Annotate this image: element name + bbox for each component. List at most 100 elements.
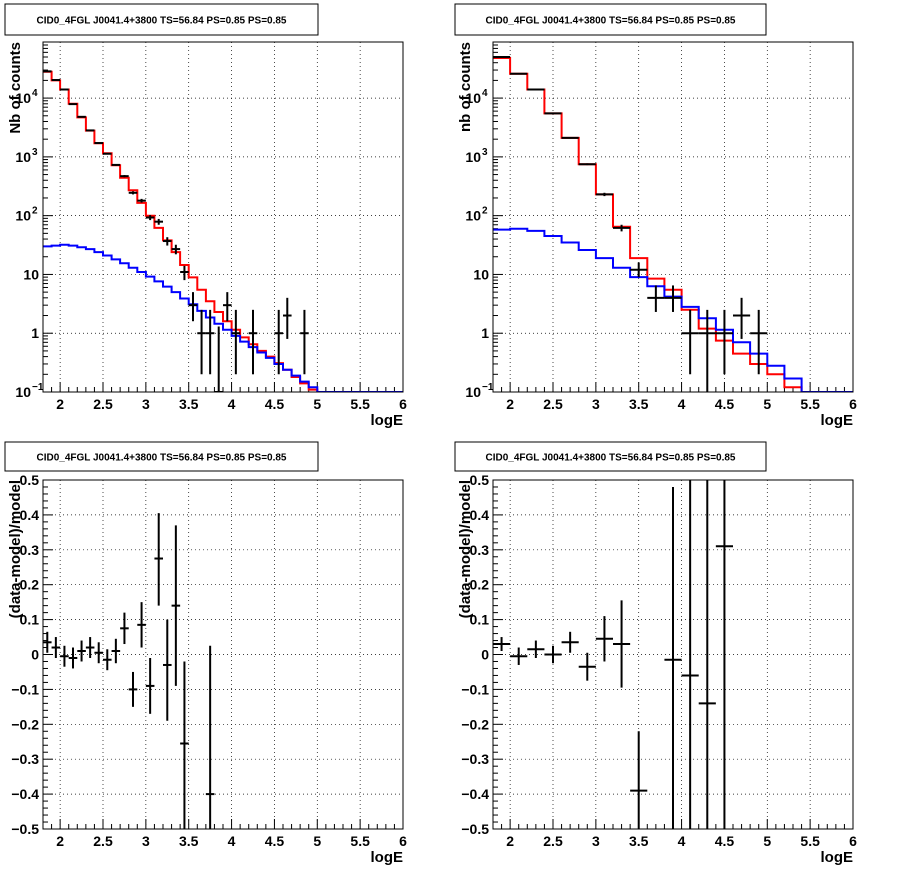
- y-tick-label: 0.2: [20, 577, 40, 593]
- y-tick-label: 10: [465, 149, 481, 165]
- data-point: [103, 649, 112, 671]
- y-tick-label: 1: [481, 325, 489, 341]
- y-tick-label: 10: [465, 384, 481, 400]
- x-tick-label: 2: [56, 396, 64, 412]
- data-point: [163, 619, 172, 721]
- data-point: [698, 309, 716, 392]
- data-point: [493, 637, 511, 652]
- y-tick-label: 0.1: [470, 612, 490, 628]
- y-tick-exponent: 4: [482, 88, 488, 99]
- x-tick-label: 2: [506, 396, 514, 412]
- source-model-histogram: [493, 227, 853, 392]
- x-tick-label: 4.5: [265, 833, 285, 849]
- x-tick-label: 3: [142, 833, 150, 849]
- y-tick-label: 0: [31, 647, 39, 663]
- plot-area: [43, 513, 215, 829]
- x-tick-label: 3: [592, 396, 600, 412]
- data-point: [60, 88, 69, 91]
- data-point: [561, 136, 579, 139]
- chart-title: CID0_4FGL J0041.4+3800 TS=56.84 PS=0.85 …: [486, 16, 736, 27]
- data-point: [137, 198, 146, 203]
- data-point: [578, 163, 596, 166]
- data-point: [171, 525, 181, 686]
- y-tick-label: −0.5: [11, 821, 39, 837]
- data-point: [188, 292, 198, 322]
- y-tick-label: −0.3: [461, 751, 489, 767]
- data-point: [145, 657, 155, 714]
- data-point: [715, 309, 733, 375]
- y-tick-exponent: 2: [32, 206, 38, 217]
- data-point: [94, 142, 103, 145]
- chart-title: CID0_4FGL J0041.4+3800 TS=56.84 PS=0.85 …: [486, 453, 736, 464]
- data-point: [205, 309, 215, 375]
- data-point: [214, 326, 223, 392]
- panel-3: 2 2.5 3 3.5 4 4.5 5 5.5 6 −0.5 −0.4 −0.3 −0.2 −0.1 0 0.…: [4, 441, 407, 866]
- data-point: [698, 480, 716, 829]
- x-axis-title: logE: [821, 412, 854, 429]
- data-point: [595, 192, 613, 197]
- y-tick-label: −0.1: [461, 681, 489, 697]
- data-point: [715, 480, 733, 829]
- data-point: [664, 486, 682, 829]
- data-point: [544, 645, 562, 664]
- plot-frame: [42, 479, 404, 830]
- y-tick-label: 0.5: [470, 472, 490, 488]
- data-point: [595, 616, 613, 662]
- chart-title: CID0_4FGL J0041.4+3800 TS=56.84 PS=0.85 …: [37, 16, 287, 27]
- x-tick-label: 5: [313, 396, 321, 412]
- y-axis-title: Nb of counts: [7, 42, 24, 134]
- data-point: [613, 224, 631, 232]
- y-tick-label: 0.4: [470, 507, 490, 523]
- data-point: [51, 637, 61, 658]
- data-point: [223, 292, 232, 322]
- y-tick-exponent: 2: [482, 206, 488, 217]
- data-point: [111, 163, 121, 166]
- data-point: [561, 631, 579, 653]
- data-point: [510, 647, 528, 665]
- data-point: [77, 640, 86, 662]
- x-tick-label: 2.5: [93, 833, 113, 849]
- data-point: [120, 175, 129, 178]
- x-tick-label: 4: [678, 396, 686, 412]
- x-tick-label: 4: [228, 833, 236, 849]
- title-box: [454, 441, 767, 472]
- y-tick-exponent: 3: [32, 147, 38, 158]
- data-point: [85, 129, 95, 132]
- x-tick-label: 4: [228, 396, 236, 412]
- plot-area: [493, 480, 733, 829]
- data-point: [630, 731, 648, 829]
- x-tick-label: 6: [399, 396, 407, 412]
- x-tick-label: 2.5: [93, 396, 113, 412]
- title-box: [4, 441, 319, 472]
- y-tick-exponent: 3: [482, 147, 488, 158]
- y-tick-label: −0.5: [461, 821, 489, 837]
- x-axis-title: logE: [371, 849, 404, 866]
- y-tick-label: −0.1: [11, 681, 39, 697]
- x-tick-label: 5: [763, 396, 771, 412]
- data-point: [180, 265, 189, 281]
- data-point: [544, 112, 562, 115]
- x-tick-label: 2.5: [543, 396, 563, 412]
- y-axis-title: (data-model)/model: [457, 480, 474, 618]
- y-tick-label: 0.1: [20, 612, 40, 628]
- y-axis-title: nb of counts: [457, 42, 474, 132]
- data-point: [493, 56, 511, 59]
- y-tick-exponent: −1: [482, 382, 494, 393]
- data-point: [283, 297, 292, 339]
- title-box: [454, 3, 767, 36]
- data-point: [197, 309, 206, 375]
- data-point: [527, 88, 545, 91]
- data-point: [527, 640, 545, 658]
- data-point: [681, 480, 699, 829]
- y-tick-label: 0: [481, 647, 489, 663]
- x-tick-label: 3.5: [629, 396, 649, 412]
- grid: [493, 42, 853, 392]
- data-point: [43, 631, 52, 653]
- x-tick-label: 4.5: [265, 396, 285, 412]
- data-point: [77, 115, 86, 118]
